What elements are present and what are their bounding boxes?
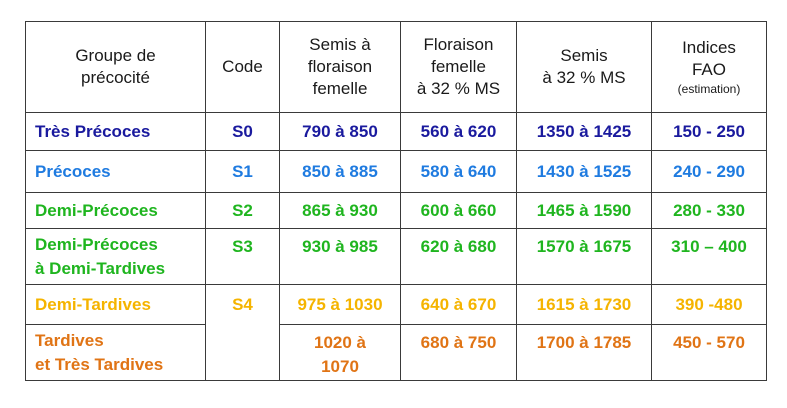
header-semis-ms: Semis à 32 % MS bbox=[516, 21, 652, 113]
cell-code: S3 bbox=[205, 228, 280, 285]
cell-groupe: Demi-Précoces bbox=[25, 192, 206, 229]
cell-semis-ms: 1615 à 1730 bbox=[516, 284, 652, 325]
cell-fao: 310 – 400 bbox=[651, 228, 767, 285]
cell-code: S1 bbox=[205, 150, 280, 193]
cell-groupe: Très Précoces bbox=[25, 112, 206, 151]
table-row: Demi-Précoces S2 865 à 930 600 à 660 146… bbox=[25, 192, 767, 229]
cell-floraison-ms: 680 à 750 bbox=[400, 324, 517, 381]
cell-floraison-ms: 640 à 670 bbox=[400, 284, 517, 325]
header-code: Code bbox=[205, 21, 280, 113]
cell-semis-ms: 1430 à 1525 bbox=[516, 150, 652, 193]
cell-floraison-ms: 580 à 640 bbox=[400, 150, 517, 193]
cell-fao: 450 - 570 bbox=[651, 324, 767, 381]
cell-floraison-ms: 560 à 620 bbox=[400, 112, 517, 151]
cell-floraison-ms: 620 à 680 bbox=[400, 228, 517, 285]
cell-semis-floraison: 975 à 1030 bbox=[279, 284, 401, 325]
table-row: Demi-Tardives S4 975 à 1030 640 à 670 16… bbox=[25, 284, 767, 381]
cell-code: S4 bbox=[205, 284, 280, 381]
cell-semis-ms: 1700 à 1785 bbox=[516, 324, 652, 381]
cell-semis-floraison: 850 à 885 bbox=[279, 150, 401, 193]
precocity-table: Groupe de précocité Code Semis à florais… bbox=[25, 21, 767, 381]
cell-fao: 390 -480 bbox=[651, 284, 767, 325]
table-row: Très Précoces S0 790 à 850 560 à 620 135… bbox=[25, 112, 767, 151]
header-indices-fao: Indices FAO (estimation) bbox=[651, 21, 767, 113]
header-groupe: Groupe de précocité bbox=[25, 21, 206, 113]
cell-semis-floraison: 1020 à 1070 bbox=[279, 324, 401, 381]
header-row: Groupe de précocité Code Semis à florais… bbox=[25, 21, 767, 113]
cell-semis-floraison: 790 à 850 bbox=[279, 112, 401, 151]
cell-semis-floraison: 930 à 985 bbox=[279, 228, 401, 285]
cell-code: S0 bbox=[205, 112, 280, 151]
cell-fao: 240 - 290 bbox=[651, 150, 767, 193]
cell-semis-floraison: 865 à 930 bbox=[279, 192, 401, 229]
header-semis-floraison: Semis à floraison femelle bbox=[279, 21, 401, 113]
cell-semis-ms: 1350 à 1425 bbox=[516, 112, 652, 151]
header-floraison-ms: Floraison femelle à 32 % MS bbox=[400, 21, 517, 113]
table-row: Précoces S1 850 à 885 580 à 640 1430 à 1… bbox=[25, 150, 767, 193]
cell-groupe: Tardives et Très Tardives bbox=[25, 324, 206, 381]
table-row: Demi-Précoces à Demi-Tardives S3 930 à 9… bbox=[25, 228, 767, 285]
cell-semis-ms: 1570 à 1675 bbox=[516, 228, 652, 285]
cell-code: S2 bbox=[205, 192, 280, 229]
cell-groupe: Demi-Précoces à Demi-Tardives bbox=[25, 228, 206, 285]
cell-fao: 280 - 330 bbox=[651, 192, 767, 229]
table-row: Tardives et Très Tardives 1020 à 1070 68… bbox=[25, 324, 767, 381]
cell-groupe: Précoces bbox=[25, 150, 206, 193]
cell-floraison-ms: 600 à 660 bbox=[400, 192, 517, 229]
cell-fao: 150 - 250 bbox=[651, 112, 767, 151]
cell-semis-ms: 1465 à 1590 bbox=[516, 192, 652, 229]
cell-groupe: Demi-Tardives bbox=[25, 284, 206, 325]
